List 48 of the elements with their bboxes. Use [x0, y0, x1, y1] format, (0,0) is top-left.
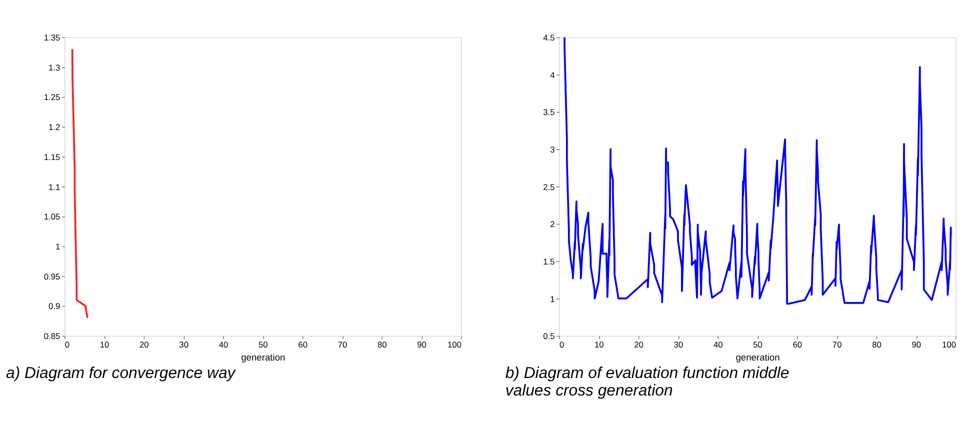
y-tick-label: 0.9	[48, 301, 61, 312]
text: a) Diagram for convergence way	[6, 364, 236, 382]
x-tick-label: 80	[377, 339, 388, 350]
line-series	[71, 48, 88, 319]
x-tick-label: 20	[634, 339, 644, 350]
y-tick-label: 0.85	[44, 331, 61, 342]
x-tick-label: 50	[258, 339, 268, 350]
y-tick-label: 3.5	[543, 107, 556, 118]
x-tick-label: 10	[100, 339, 110, 350]
y-tick-label: 2.5	[543, 182, 556, 192]
y-tick-label: 1	[56, 241, 61, 252]
y-tick-label: 4.5	[543, 32, 556, 42]
x-tick-label: 60	[298, 339, 308, 350]
x-tick-label: 80	[872, 339, 882, 350]
x-tick-label: 60	[792, 339, 802, 350]
x-tick-label: 30	[674, 339, 684, 350]
y-tick-label: 1.2	[48, 122, 61, 132]
x-tick-label: 0	[64, 339, 70, 350]
y-tick-label: 4	[550, 70, 556, 80]
x-tick-label: 20	[140, 339, 150, 350]
x-tick-label: 50	[753, 339, 763, 350]
y-tick-label: 1	[550, 294, 556, 304]
line-series	[564, 37, 952, 305]
x-axis-title: generation	[736, 352, 780, 363]
x-tick-label: 40	[218, 339, 228, 350]
y-tick-label: 2	[550, 219, 556, 230]
y-tick-label: 1.5	[543, 256, 556, 266]
text: b) Diagram of evaluation function middle values cross generation	[505, 364, 790, 400]
y-tick-label: 1.1	[48, 182, 61, 192]
y-tick-label: 1.25	[44, 92, 61, 102]
y-tick-label: 1.05	[44, 212, 61, 222]
x-tick-label: 70	[338, 339, 348, 350]
x-tick-label: 90	[912, 339, 922, 350]
x-tick-label: 40	[713, 339, 724, 350]
y-tick-label: 0.5	[543, 331, 556, 342]
x-tick-label: 30	[179, 339, 189, 350]
y-tick-label: 1.15	[44, 152, 61, 162]
x-tick-label: 90	[417, 339, 427, 350]
x-tick-label: 70	[832, 339, 842, 350]
y-tick-label: 1.35	[44, 32, 61, 42]
x-tick-label: 10	[594, 339, 604, 350]
y-tick-label: 1.3	[48, 62, 61, 72]
x-tick-label: 100	[942, 339, 956, 350]
x-tick-label: 100	[447, 339, 462, 350]
x-tick-label: 0	[559, 339, 564, 350]
x-axis-title: generation	[241, 352, 286, 363]
y-tick-label: 0.95	[44, 271, 61, 282]
y-tick-label: 3	[550, 144, 556, 154]
